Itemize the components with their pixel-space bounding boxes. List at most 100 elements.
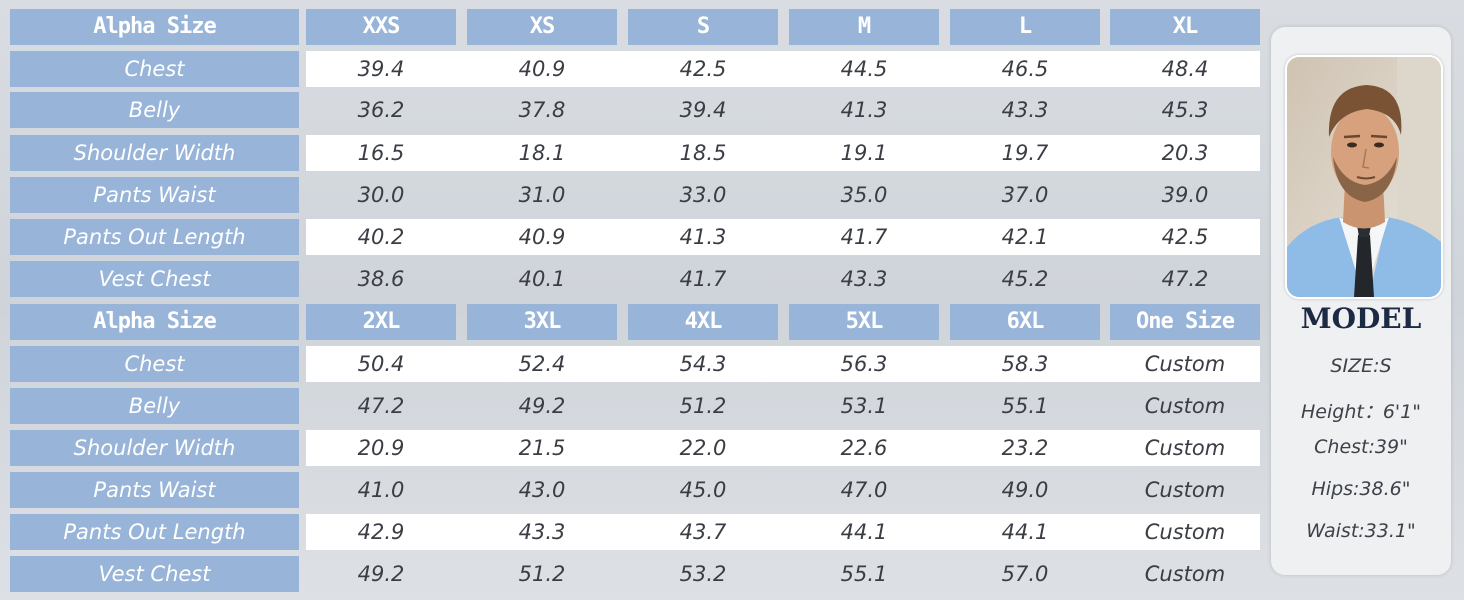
measure-label: Shoulder Width	[10, 135, 299, 171]
measure-value: 40.2	[306, 219, 456, 255]
measure-value: 45.2	[1001, 267, 1049, 291]
size-header: M	[789, 9, 939, 45]
measure-value: 44.1	[789, 514, 939, 550]
measure-value: 43.3	[467, 514, 617, 550]
measure-value: 43.3	[1001, 98, 1049, 122]
measure-value: 56.3	[789, 346, 939, 382]
measure-value: 16.5	[306, 135, 456, 171]
measure-value: 42.9	[306, 514, 456, 550]
model-hips: Hips:38.6"	[1311, 478, 1411, 500]
table-row: Chest 50.4 52.4 54.3 56.3 58.3 Custom	[10, 346, 1260, 382]
measure-value: 37.8	[518, 98, 566, 122]
measure-value: 52.4	[467, 346, 617, 382]
table-row: Pants Out Length 40.2 40.9 41.3 41.7 42.…	[10, 219, 1260, 255]
table2-header-row: Alpha Size 2XL 3XL 4XL 5XL 6XL One Size	[10, 304, 1260, 340]
size-header: 6XL	[950, 304, 1100, 340]
measure-value: 40.1	[518, 267, 566, 291]
measure-label: Shoulder Width	[10, 430, 299, 466]
size-header: XS	[467, 9, 617, 45]
measure-value: 53.2	[679, 562, 727, 586]
measure-value: 45.0	[679, 478, 727, 502]
measure-value: 39.4	[306, 51, 456, 87]
measure-value: Custom	[1110, 430, 1260, 466]
measure-label: Belly	[10, 92, 299, 128]
table-row: Pants Waist 30.0 31.0 33.0 35.0 37.0 39.…	[10, 177, 1260, 213]
measure-value: 20.9	[306, 430, 456, 466]
measure-value: 58.3	[950, 346, 1100, 382]
table1-header-row: Alpha Size XXS XS S M L XL	[10, 9, 1260, 45]
measure-value: 38.6	[357, 267, 405, 291]
measure-value: 18.1	[467, 135, 617, 171]
measure-value: 50.4	[306, 346, 456, 382]
measure-value: 46.5	[950, 51, 1100, 87]
measure-label: Pants Out Length	[10, 219, 299, 255]
measure-value: 35.0	[840, 183, 888, 207]
measure-value: 57.0	[1001, 562, 1049, 586]
size-header: 2XL	[306, 304, 456, 340]
measure-value: 41.7	[679, 267, 727, 291]
measure-value: 30.0	[357, 183, 405, 207]
measure-value: Custom	[1144, 562, 1226, 586]
size-header: 5XL	[789, 304, 939, 340]
model-height: Height：6'1"	[1301, 401, 1421, 423]
size-header: S	[628, 9, 778, 45]
measure-value: 22.6	[789, 430, 939, 466]
size-header: XL	[1110, 9, 1260, 45]
measure-value: 49.2	[518, 394, 566, 418]
table-row: Vest Chest 38.6 40.1 41.7 43.3 45.2 47.2	[10, 261, 1260, 297]
measure-label: Vest Chest	[10, 261, 299, 297]
measure-value: 41.0	[357, 478, 405, 502]
measure-value: 42.5	[1110, 219, 1260, 255]
table-row: Pants Waist 41.0 43.0 45.0 47.0 49.0 Cus…	[10, 472, 1260, 508]
measure-value: 55.1	[1001, 394, 1049, 418]
measure-value: 47.2	[1161, 267, 1209, 291]
size-header: 4XL	[628, 304, 778, 340]
measure-value: 39.4	[679, 98, 727, 122]
measure-value: Custom	[1110, 346, 1260, 382]
measure-value: 51.2	[518, 562, 566, 586]
measure-value: 21.5	[467, 430, 617, 466]
measure-value: 51.2	[679, 394, 727, 418]
measure-value: 49.0	[1001, 478, 1049, 502]
table-row: Shoulder Width 20.9 21.5 22.0 22.6 23.2 …	[10, 430, 1260, 466]
measure-value: 33.0	[679, 183, 727, 207]
measure-value: 55.1	[840, 562, 888, 586]
measure-value: Custom	[1144, 478, 1226, 502]
measure-value: 43.3	[840, 267, 888, 291]
measure-value: 41.3	[840, 98, 888, 122]
measure-value: 19.1	[789, 135, 939, 171]
measure-value: 37.0	[1001, 183, 1049, 207]
table-row: Chest 39.4 40.9 42.5 44.5 46.5 48.4	[10, 51, 1260, 87]
measure-value: 44.5	[789, 51, 939, 87]
model-title: MODEL	[1300, 302, 1422, 335]
size-header: One Size	[1110, 304, 1260, 340]
size-header: L	[950, 9, 1100, 45]
table-row: Belly 47.2 49.2 51.2 53.1 55.1 Custom	[10, 388, 1260, 424]
measure-value: 48.4	[1110, 51, 1260, 87]
measure-label: Pants Out Length	[10, 514, 299, 550]
measure-value: Custom	[1110, 514, 1260, 550]
table-row: Shoulder Width 16.5 18.1 18.5 19.1 19.7 …	[10, 135, 1260, 171]
measure-value: 43.0	[518, 478, 566, 502]
measure-value: 36.2	[357, 98, 405, 122]
measure-label: Chest	[10, 51, 299, 87]
measure-value: 42.1	[950, 219, 1100, 255]
model-chest: Chest:39"	[1314, 436, 1408, 458]
table-row: Belly 36.2 37.8 39.4 41.3 43.3 45.3	[10, 92, 1260, 128]
measure-value: 42.5	[628, 51, 778, 87]
measure-label: Vest Chest	[10, 556, 299, 592]
measure-label: Pants Waist	[10, 472, 299, 508]
measure-value: 19.7	[950, 135, 1100, 171]
measure-value: 20.3	[1110, 135, 1260, 171]
model-photo	[1285, 55, 1443, 299]
measure-value: 44.1	[950, 514, 1100, 550]
measure-label: Belly	[10, 388, 299, 424]
alpha-size-label: Alpha Size	[10, 304, 299, 340]
table-row: Vest Chest 49.2 51.2 53.2 55.1 57.0 Cust…	[10, 556, 1260, 592]
model-portrait-image	[1287, 57, 1441, 297]
model-waist: Waist:33.1"	[1306, 520, 1416, 542]
measure-value: 41.7	[789, 219, 939, 255]
measure-label: Pants Waist	[10, 177, 299, 213]
measure-value: 49.2	[357, 562, 405, 586]
